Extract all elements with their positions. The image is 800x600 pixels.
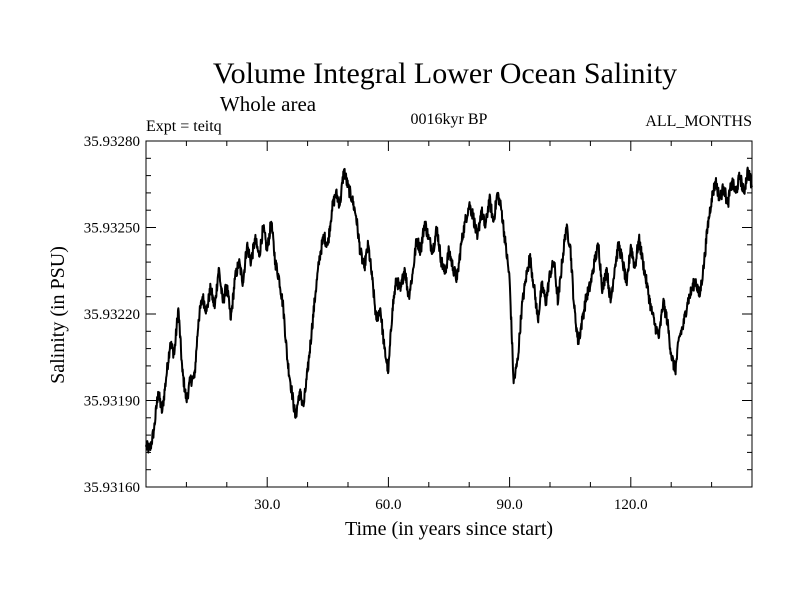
- axis-ticks: [146, 141, 752, 487]
- months-label: ALL_MONTHS: [645, 113, 752, 130]
- y-axis-label: Salinity (in PSU): [47, 246, 69, 384]
- axis-tick-labels: 30.0 60.0 90.0 120.0 35.93160 35.93190 35.9322…: [84, 134, 648, 513]
- x-tick-label: 90.0: [496, 497, 522, 513]
- y-tick-label: 35.93190: [84, 394, 140, 410]
- chart-title: Volume Integral Lower Ocean Salinity: [213, 57, 677, 90]
- y-tick-label: 35.93280: [84, 134, 140, 150]
- x-tick-label: 120.0: [614, 497, 648, 513]
- period-label: 0016kyr BP: [411, 111, 488, 128]
- salinity-series-line: [145, 166, 753, 454]
- x-tick-label: 30.0: [254, 497, 280, 513]
- chart-subtitle: Whole area: [220, 92, 317, 116]
- y-tick-label: 35.93250: [84, 221, 140, 237]
- y-tick-label: 35.93160: [84, 480, 140, 496]
- x-tick-label: 60.0: [375, 497, 401, 513]
- x-axis-label: Time (in years since start): [345, 518, 553, 540]
- experiment-label: Expt = teitq: [146, 118, 222, 135]
- y-tick-label: 35.93220: [84, 307, 140, 323]
